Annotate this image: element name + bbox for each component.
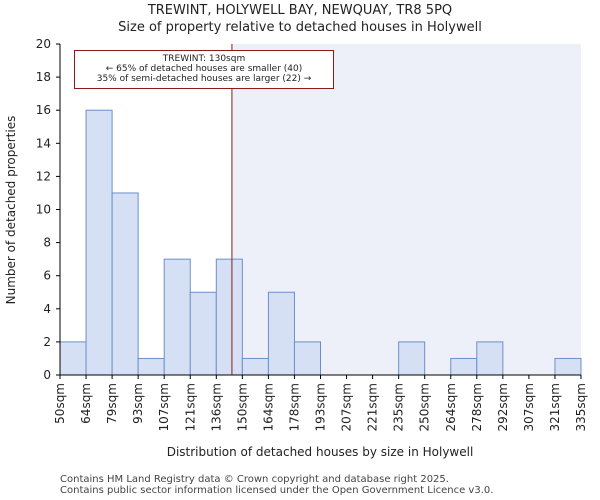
x-tick-label: 250sqm xyxy=(418,383,432,431)
x-tick-label: 278sqm xyxy=(470,383,484,431)
y-tick-label: 4 xyxy=(43,302,51,316)
histogram-bar xyxy=(137,357,165,376)
y-tick-label: 8 xyxy=(43,236,51,250)
histogram-bar xyxy=(241,357,269,376)
x-tick-label: 193sqm xyxy=(314,383,328,431)
x-tick-label: 292sqm xyxy=(496,383,510,431)
annotation-line-3: 35% of semi-detached houses are larger (… xyxy=(96,74,312,84)
x-tick-label: 264sqm xyxy=(444,383,458,431)
histogram-bar xyxy=(450,357,478,376)
title-line-2: Size of property relative to detached ho… xyxy=(118,20,482,35)
histogram-bar xyxy=(85,109,113,376)
x-tick-label: 93sqm xyxy=(131,383,145,424)
x-tick-label: 221sqm xyxy=(366,383,380,431)
x-tick-label: 164sqm xyxy=(261,383,275,431)
histogram-bar xyxy=(163,258,191,376)
x-tick-label: 150sqm xyxy=(235,383,249,431)
histogram-bar xyxy=(293,341,322,376)
x-tick-label: 207sqm xyxy=(340,383,354,431)
x-tick-label: 178sqm xyxy=(287,383,301,431)
histogram-bar xyxy=(189,291,217,376)
y-tick-label: 14 xyxy=(36,136,51,150)
x-tick-label: 321sqm xyxy=(548,383,562,431)
histogram-bar xyxy=(398,341,426,376)
x-tick-label: 136sqm xyxy=(209,383,223,431)
annotation-line-2: ← 65% of detached houses are smaller (40… xyxy=(105,64,303,74)
x-tick-label: 107sqm xyxy=(157,383,171,431)
x-tick-label: 307sqm xyxy=(522,383,536,431)
x-axis-label: Distribution of detached houses by size … xyxy=(166,445,474,459)
histogram-bar xyxy=(554,357,582,376)
chart-title: TREWINT, HOLYWELL BAY, NEWQUAY, TR8 5PQ … xyxy=(0,2,600,36)
histogram-bar xyxy=(111,192,139,376)
footer-line-2: Contains public sector information licen… xyxy=(60,485,494,496)
y-tick-label: 20 xyxy=(36,37,51,51)
y-tick-label: 6 xyxy=(43,269,51,283)
footer-attribution: Contains HM Land Registry data © Crown c… xyxy=(60,474,493,496)
y-tick-label: 2 xyxy=(43,335,51,349)
marker-annotation-box: TREWINT: 130sqm ← 65% of detached houses… xyxy=(74,50,334,89)
y-tick-label: 16 xyxy=(36,103,51,117)
x-tick-label: 235sqm xyxy=(392,383,406,431)
footer-line-1: Contains HM Land Registry data © Crown c… xyxy=(60,474,449,485)
x-tick-label: 335sqm xyxy=(574,383,588,431)
annotation-line-1: TREWINT: 130sqm xyxy=(162,54,246,64)
y-tick-label: 18 xyxy=(36,70,51,84)
y-tick-label: 12 xyxy=(36,169,51,183)
x-tick-label: 50sqm xyxy=(53,383,67,424)
x-tick-label: 64sqm xyxy=(79,383,93,424)
histogram-bar xyxy=(476,341,504,376)
x-tick-label: 79sqm xyxy=(105,383,119,424)
y-tick-label: 0 xyxy=(43,368,51,382)
histogram-bar xyxy=(59,341,87,376)
y-axis-label: Number of detached properties xyxy=(4,115,18,305)
histogram-bar xyxy=(215,258,243,376)
histogram-bar xyxy=(267,291,295,376)
x-tick-label: 121sqm xyxy=(183,383,197,431)
title-line-1: TREWINT, HOLYWELL BAY, NEWQUAY, TR8 5PQ xyxy=(147,3,453,18)
y-tick-label: 10 xyxy=(36,203,51,217)
